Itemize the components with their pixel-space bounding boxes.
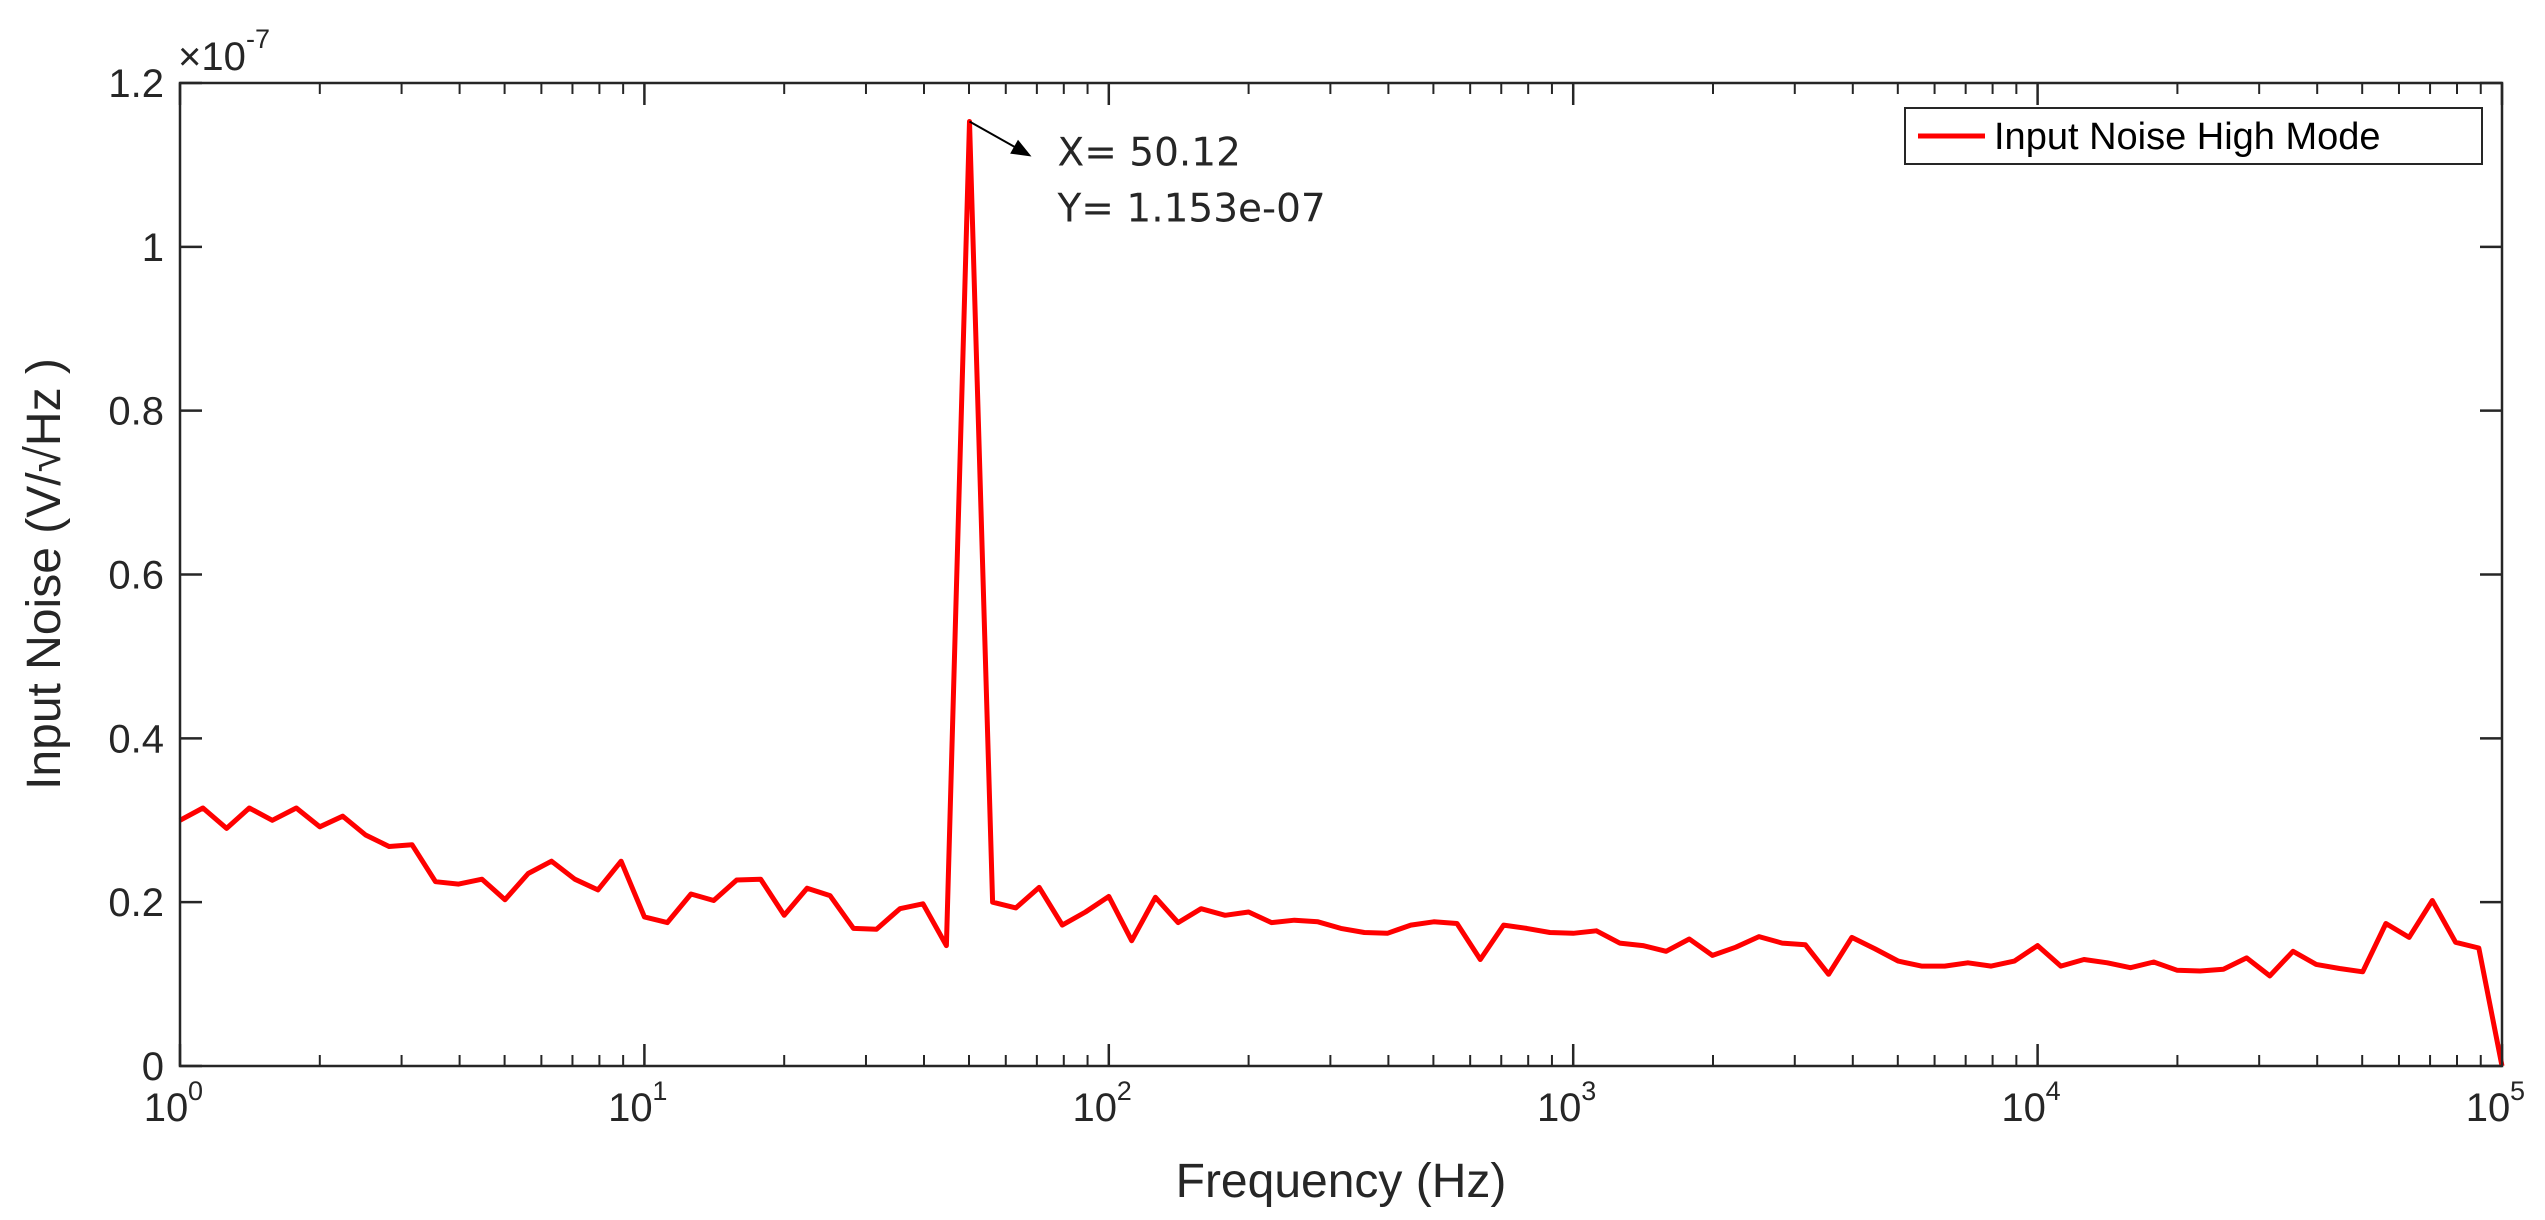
y-tick-label: 1.2 <box>108 62 164 106</box>
datatip-arrowhead <box>1010 139 1032 157</box>
x-tick-label-exponent: 1 <box>652 1076 667 1106</box>
x-tick-label-exponent: 5 <box>2510 1076 2525 1106</box>
x-tick-label: 10 5 <box>2466 1076 2525 1130</box>
x-tick-label-exponent: 3 <box>1581 1076 1596 1106</box>
x-tick-label-base: 10 <box>1537 1086 1582 1130</box>
y-tick-label: 0.8 <box>108 390 164 434</box>
y-multiplier-exponent: -7 <box>246 24 270 54</box>
x-tick-label: 10 0 <box>144 1076 203 1130</box>
legend-box <box>1904 107 2483 165</box>
axes-box <box>178 81 2504 1068</box>
y-axis-label: Input Noise (V/√Hz ) <box>18 358 71 790</box>
y-tick-label: 1 <box>142 226 164 270</box>
x-tick-label-exponent: 4 <box>2046 1076 2061 1106</box>
x-tick-labels: 10 0 10 1 10 2 10 3 10 4 10 5 <box>144 1076 2525 1130</box>
series-layer <box>178 119 2505 1067</box>
legend-label: Input Noise High Mode <box>1994 116 2381 158</box>
datatip-y-text: Y= 1.153e-07 <box>1056 187 1325 232</box>
y-multiplier-label: ×10 <box>178 35 246 79</box>
x-tick-label: 10 1 <box>608 1076 667 1130</box>
x-tick-label-exponent: 0 <box>188 1076 203 1106</box>
x-axis-label: Frequency (Hz) <box>1176 1155 1507 1208</box>
y-tick-label: 0 <box>142 1045 164 1089</box>
y-tick-labels: 0 0.2 0.4 0.6 0.8 1 1.2 <box>108 62 164 1089</box>
x-tick-label-base: 10 <box>1073 1086 1118 1130</box>
plot-area-background <box>180 83 2502 1066</box>
x-tick-label-base: 10 <box>608 1086 653 1130</box>
series-line-input-noise-high-mode[interactable] <box>178 119 2505 1067</box>
x-tick-label-base: 10 <box>144 1086 189 1130</box>
datatip-x-text: X= 50.12 <box>1057 131 1240 176</box>
y-tick-label: 0.4 <box>108 717 164 761</box>
x-tick-label: 10 3 <box>1537 1076 1596 1130</box>
y-tick-label: 0.6 <box>108 554 164 598</box>
legend[interactable]: Input Noise High Mode <box>1904 107 2483 165</box>
y-tick-label: 0.2 <box>108 881 164 925</box>
datatip[interactable]: X= 50.12 Y= 1.153e-07 <box>968 120 1326 232</box>
x-tick-label-exponent: 2 <box>1117 1076 1132 1106</box>
x-tick-label: 10 2 <box>1073 1076 1132 1130</box>
x-tick-label-base: 10 <box>2466 1086 2511 1130</box>
x-tick-label-base: 10 <box>2001 1086 2046 1130</box>
x-tick-label: 10 4 <box>2001 1076 2060 1130</box>
